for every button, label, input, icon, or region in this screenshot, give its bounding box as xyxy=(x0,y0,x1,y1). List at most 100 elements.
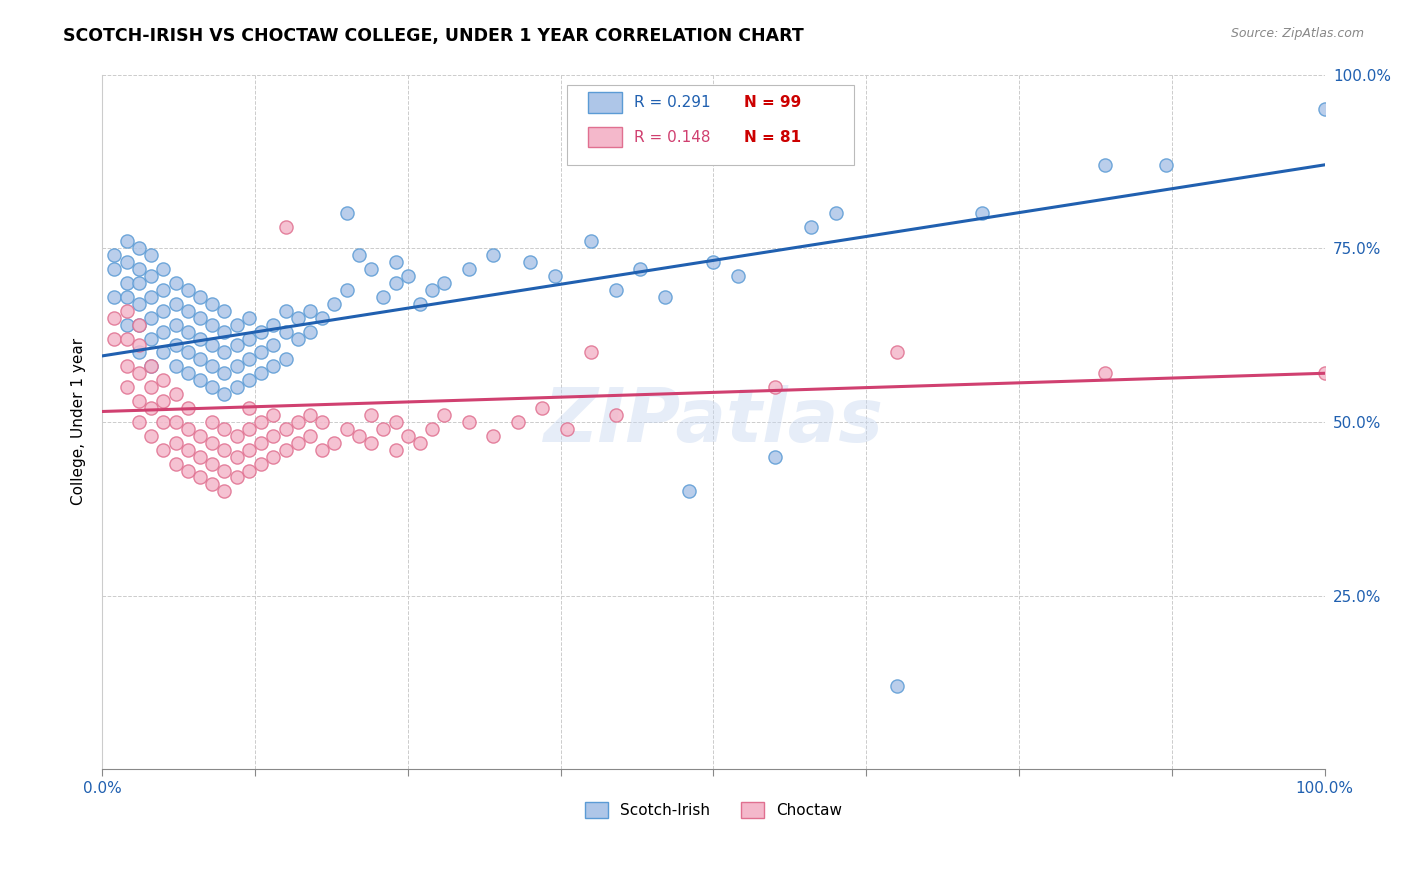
Point xyxy=(115,276,138,290)
Point xyxy=(152,415,174,429)
Point xyxy=(128,415,150,429)
Point xyxy=(555,422,578,436)
Point xyxy=(384,442,406,457)
Point xyxy=(250,345,273,359)
Point xyxy=(605,408,627,422)
Point xyxy=(152,345,174,359)
Point xyxy=(128,276,150,290)
Text: N = 81: N = 81 xyxy=(744,129,801,145)
Point xyxy=(396,268,419,283)
Point xyxy=(139,290,162,304)
Point xyxy=(299,408,322,422)
Point xyxy=(420,283,443,297)
Point xyxy=(177,442,200,457)
Point xyxy=(115,255,138,269)
Point xyxy=(188,352,211,367)
Point xyxy=(360,408,382,422)
Point xyxy=(214,303,236,318)
Point xyxy=(238,310,260,325)
Point xyxy=(225,380,247,394)
Point xyxy=(139,359,162,374)
Point xyxy=(152,303,174,318)
Point xyxy=(115,234,138,248)
Point xyxy=(250,325,273,339)
Point xyxy=(1094,366,1116,380)
Point xyxy=(225,338,247,352)
Point xyxy=(262,338,284,352)
Point xyxy=(103,290,125,304)
Point xyxy=(128,366,150,380)
Point xyxy=(287,332,309,346)
Text: ZIPatlas: ZIPatlas xyxy=(544,385,883,458)
Point xyxy=(214,325,236,339)
Point xyxy=(177,303,200,318)
Point xyxy=(287,310,309,325)
Point xyxy=(115,290,138,304)
Point xyxy=(225,450,247,464)
Point xyxy=(225,318,247,332)
Point xyxy=(373,422,395,436)
Point xyxy=(139,332,162,346)
Point xyxy=(139,380,162,394)
Point xyxy=(165,387,187,401)
Text: Source: ZipAtlas.com: Source: ZipAtlas.com xyxy=(1230,27,1364,40)
Point xyxy=(188,450,211,464)
Point xyxy=(177,464,200,478)
Point xyxy=(274,422,297,436)
Text: SCOTCH-IRISH VS CHOCTAW COLLEGE, UNDER 1 YEAR CORRELATION CHART: SCOTCH-IRISH VS CHOCTAW COLLEGE, UNDER 1… xyxy=(63,27,804,45)
Point xyxy=(250,457,273,471)
Point xyxy=(274,220,297,235)
Point xyxy=(165,435,187,450)
Point xyxy=(702,255,724,269)
Point xyxy=(115,332,138,346)
Point xyxy=(886,679,908,693)
Point xyxy=(128,318,150,332)
Point xyxy=(152,283,174,297)
Point xyxy=(384,415,406,429)
Point xyxy=(214,484,236,499)
Point xyxy=(543,268,565,283)
Point xyxy=(579,234,602,248)
Point xyxy=(238,401,260,415)
Point xyxy=(152,394,174,409)
Point xyxy=(177,283,200,297)
Legend: Scotch-Irish, Choctaw: Scotch-Irish, Choctaw xyxy=(579,796,848,824)
Text: N = 99: N = 99 xyxy=(744,95,801,110)
FancyBboxPatch shape xyxy=(588,92,621,112)
Point xyxy=(1154,158,1177,172)
Point xyxy=(214,366,236,380)
Point xyxy=(139,359,162,374)
Point xyxy=(128,297,150,311)
Point xyxy=(579,345,602,359)
Point xyxy=(103,262,125,277)
Point xyxy=(238,422,260,436)
Point xyxy=(115,318,138,332)
Point xyxy=(299,429,322,443)
Point xyxy=(201,338,224,352)
FancyBboxPatch shape xyxy=(588,127,621,147)
Point xyxy=(115,380,138,394)
Point xyxy=(274,303,297,318)
Point xyxy=(384,276,406,290)
Point xyxy=(201,297,224,311)
Point xyxy=(177,422,200,436)
Point xyxy=(225,429,247,443)
Point xyxy=(336,422,359,436)
Point xyxy=(311,310,333,325)
Point xyxy=(274,442,297,457)
Point xyxy=(262,429,284,443)
Point xyxy=(177,345,200,359)
Point xyxy=(250,415,273,429)
Point xyxy=(763,380,786,394)
Point xyxy=(396,429,419,443)
Point xyxy=(250,435,273,450)
Point xyxy=(214,464,236,478)
Point xyxy=(103,310,125,325)
Point xyxy=(201,359,224,374)
Point xyxy=(225,359,247,374)
Point xyxy=(360,262,382,277)
Point xyxy=(214,422,236,436)
Point xyxy=(165,297,187,311)
Point xyxy=(727,268,749,283)
Point xyxy=(225,470,247,484)
